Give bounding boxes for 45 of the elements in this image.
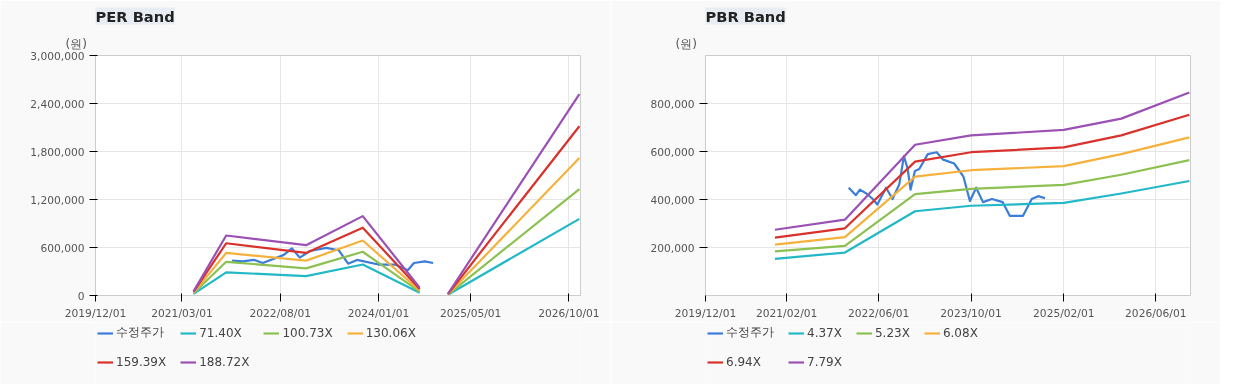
legend-label: 4.37X [807,325,842,340]
y-tick-label: 200,000 [650,241,695,255]
legend-label: 6.08X [942,325,978,340]
x-tick-label: 2019/12/01 [674,306,737,320]
line-series [773,179,1191,260]
y-axis-title: (원) [65,36,87,51]
line-series [773,159,1191,253]
chart-title: PBR Band [705,7,786,25]
legend-label: 100.73X [282,325,333,340]
y-tick-label: 600,000 [650,145,695,159]
y-axis-title: (원) [675,36,697,51]
y-tick-label: 600,000 [40,241,85,255]
x-tick-label: 2024/01/01 [347,306,410,320]
line-series [847,151,1047,217]
legend-label: 수정주가 [116,324,164,341]
x-tick-label: 2026/10/01 [538,306,600,320]
x-tick-label: 2025/02/01 [1033,306,1095,320]
y-tick-label: 3,000,000 [30,49,85,63]
x-tick-label: 2022/08/01 [249,306,311,320]
x-tick-label: 2023/10/01 [940,306,1002,320]
legend-label: 188.72X [199,355,250,369]
legend-label: 6.94X [726,355,761,369]
x-tick-label: 2025/05/01 [439,306,502,320]
chart-title: PER Band [95,7,175,25]
x-tick-label: 2026/06/01 [1125,306,1187,320]
legend-label: 수정주가 [726,324,774,341]
x-tick-label: 2021/02/01 [755,306,818,320]
legend-label: 7.79X [807,355,842,369]
line-series [773,113,1191,239]
line-series [230,246,435,272]
y-tick-label: 800,000 [650,97,695,111]
x-tick-label: 2022/06/01 [847,306,910,320]
y-tick-label: 1,800,000 [30,145,85,159]
legend-label: 71.40X [199,325,242,340]
line-series [773,136,1191,246]
legend-label: 159.39X [116,355,167,369]
x-tick-label: 2021/03/01 [151,306,213,320]
y-tick-label: 400,000 [650,193,695,207]
y-tick-label: 2,400,000 [30,97,85,111]
legend-label: 5.23X [874,325,910,340]
line-series [773,91,1191,231]
legend-label: 130.06X [365,325,416,340]
y-tick-label: 1,200,000 [30,193,85,207]
y-tick-label: 0 [77,289,85,303]
x-tick-label: 2019/12/01 [64,306,127,320]
